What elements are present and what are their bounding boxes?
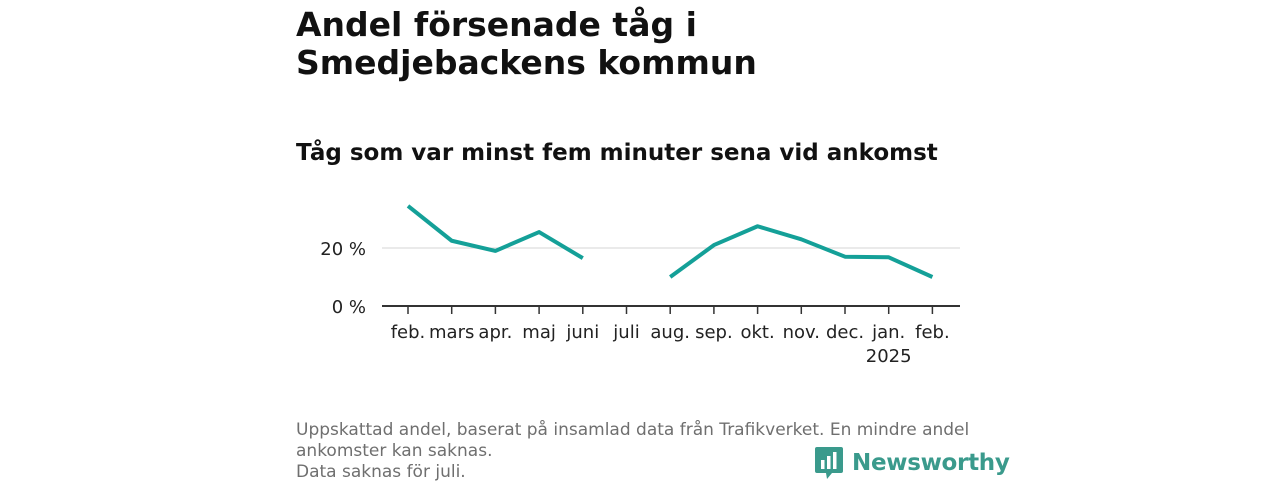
brand-logo: Newsworthy bbox=[814, 446, 1010, 480]
x-year-label: 2025 bbox=[866, 346, 912, 367]
newsworthy-logo-icon bbox=[815, 447, 843, 479]
x-tick-label: juli bbox=[612, 322, 639, 343]
chart-title: Andel försenade tåg i Smedjebackens komm… bbox=[296, 5, 757, 82]
x-tick-label: maj bbox=[522, 322, 556, 343]
chart-subtitle: Tåg som var minst fem minuter sena vid a… bbox=[296, 140, 938, 166]
chart-footer: Uppskattad andel, baserat på insamlad da… bbox=[296, 420, 986, 483]
footer-note: Uppskattad andel, baserat på insamlad da… bbox=[296, 420, 970, 461]
y-tick-label: 20 % bbox=[320, 239, 366, 260]
brand-name: Newsworthy bbox=[852, 450, 1010, 476]
y-tick-label: 0 % bbox=[332, 297, 366, 318]
x-tick-label: apr. bbox=[478, 322, 512, 343]
x-tick-label: sep. bbox=[695, 322, 733, 343]
x-tick-label: mars bbox=[429, 322, 474, 343]
x-tick-label: okt. bbox=[740, 322, 774, 343]
series-line-segment bbox=[669, 224, 934, 279]
x-tick-label: dec. bbox=[826, 322, 864, 343]
x-tick-label: aug. bbox=[650, 322, 690, 343]
x-tick-label: feb. bbox=[391, 322, 426, 343]
x-tick-label: juni bbox=[565, 322, 599, 343]
x-tick-label: nov. bbox=[783, 322, 820, 343]
x-tick-label: feb. bbox=[915, 322, 950, 343]
series-line-segment bbox=[406, 204, 584, 260]
footer-missing-data-note: Data saknas för juli. bbox=[296, 462, 466, 482]
x-tick-label: jan. bbox=[871, 322, 905, 343]
